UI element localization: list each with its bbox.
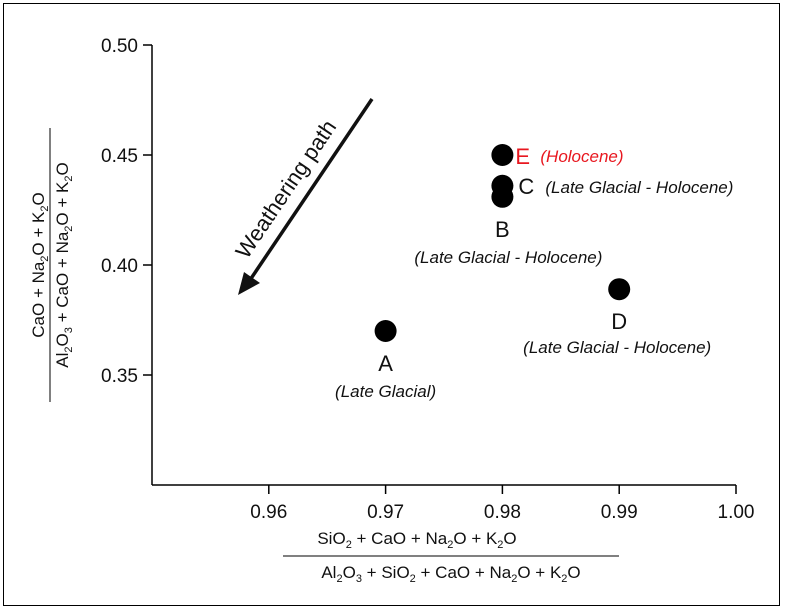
- point-a-period: (Late Glacial): [335, 382, 436, 401]
- x-tick-label: 0.96: [250, 502, 287, 523]
- point-e-marker: [491, 144, 514, 166]
- point-a-marker: [374, 320, 397, 342]
- y-label-numerator: CaO + Na2O + K2O: [29, 192, 51, 337]
- point-d-period: (Late Glacial - Holocene): [523, 338, 711, 357]
- point-c-label: C: [518, 174, 534, 199]
- point-d-label: D: [611, 309, 627, 334]
- x-label-denominator: Al2O3 + SiO2 + CaO + Na2O + K2O: [321, 563, 580, 585]
- point-c-marker: [491, 174, 514, 197]
- weathering-path-annotation: Weathering path: [230, 98, 374, 295]
- y-tick-label: 0.40: [101, 256, 138, 277]
- data-points: A (Late Glacial) B (Late Glacial - Holocene…: [335, 144, 733, 401]
- point-b-period: (Late Glacial - Holocene): [414, 248, 602, 267]
- y-tick-label: 0.50: [101, 36, 138, 57]
- weathering-arrow-head: [238, 272, 260, 295]
- y-tick-label: 0.45: [101, 146, 138, 167]
- weathering-arrow-shaft: [248, 98, 374, 281]
- point-c-period: (Late Glacial - Holocene): [545, 178, 733, 197]
- y-tick-label: 0.35: [101, 366, 138, 387]
- x-tick-label: 0.99: [601, 502, 638, 523]
- y-axis-label: CaO + Na2O + K2O Al2O3 + CaO + Na2O + K2…: [29, 128, 75, 402]
- point-b-label: B: [495, 217, 510, 242]
- point-a-label: A: [378, 351, 393, 376]
- x-axis-label: SiO2 + CaO + Na2O + K2O Al2O3 + SiO2 + C…: [283, 529, 619, 585]
- x-label-numerator: SiO2 + CaO + Na2O + K2O: [317, 529, 516, 551]
- x-tick-label: 1.00: [718, 502, 755, 523]
- x-tick-label: 0.98: [484, 502, 521, 523]
- figure-frame: [3, 3, 780, 606]
- x-tick-label: 0.97: [367, 502, 404, 523]
- ticks: 0.96 0.97 0.98 0.99 1.00 0.35 0.40 0.45 0.50: [101, 36, 754, 523]
- weathering-path-label: Weathering path: [230, 115, 341, 262]
- y-label-denominator: Al2O3 + CaO + Na2O + K2O: [53, 162, 75, 367]
- point-e-period: (Holocene): [540, 147, 623, 166]
- point-d-marker: [608, 278, 631, 301]
- point-e-label: E: [515, 144, 530, 169]
